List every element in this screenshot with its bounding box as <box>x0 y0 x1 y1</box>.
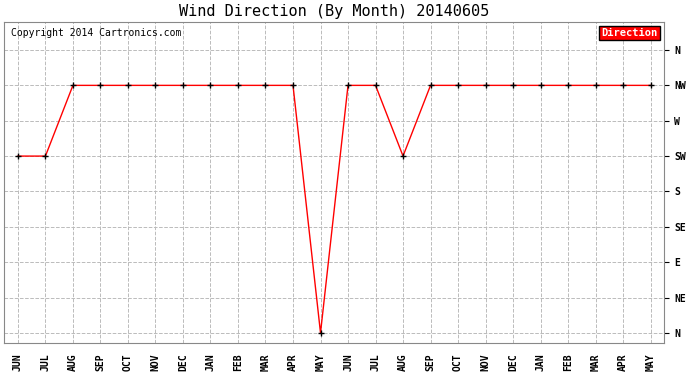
Title: Wind Direction (By Month) 20140605: Wind Direction (By Month) 20140605 <box>179 4 489 19</box>
Text: Direction: Direction <box>602 28 658 38</box>
Text: Copyright 2014 Cartronics.com: Copyright 2014 Cartronics.com <box>11 28 181 38</box>
